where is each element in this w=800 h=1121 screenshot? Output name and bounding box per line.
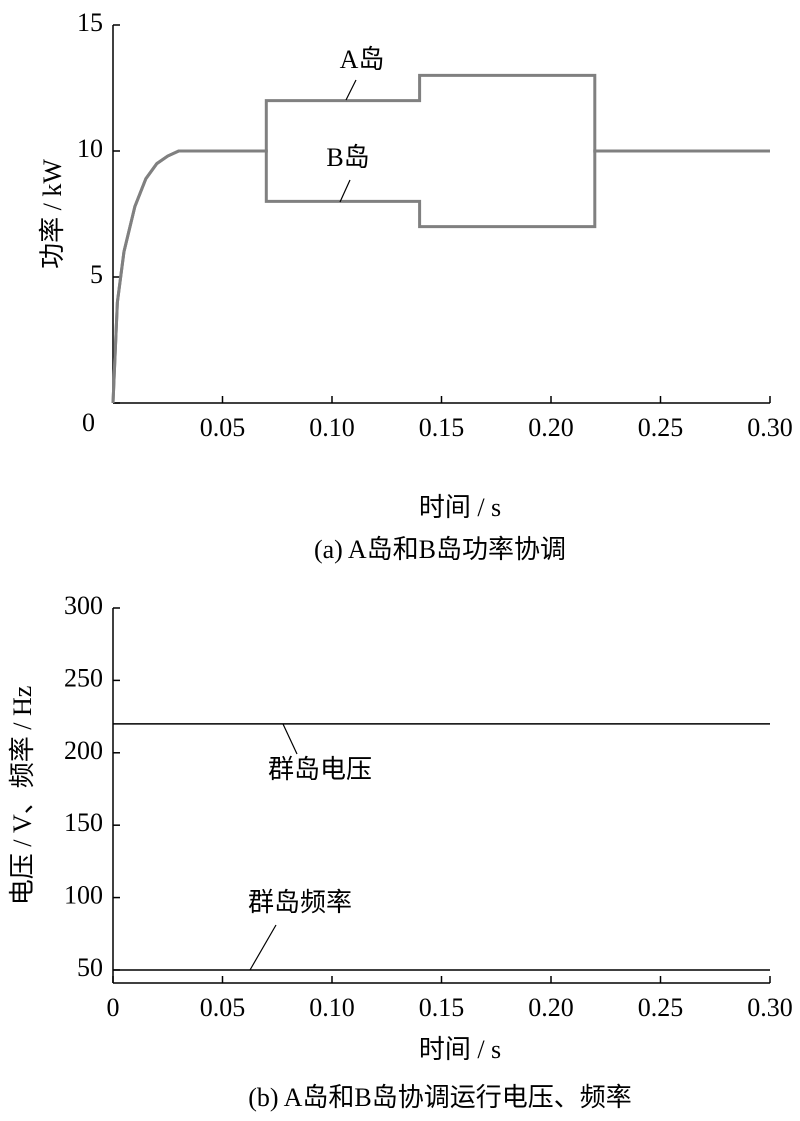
x-tick-label: 0.30 bbox=[747, 993, 793, 1022]
y-axis-label: 功率 / kW bbox=[38, 159, 67, 269]
y-axis-label: 电压 / V、频率 / Hz bbox=[8, 686, 37, 906]
y-tick-label: 100 bbox=[64, 881, 103, 910]
series-label: 群岛电压 bbox=[268, 755, 372, 784]
x-tick-label: 0.05 bbox=[200, 993, 246, 1022]
x-tick-label: 0.15 bbox=[419, 993, 465, 1022]
series-line bbox=[111, 149, 770, 404]
y-tick-label: 50 bbox=[77, 953, 103, 982]
y-tick-label: 150 bbox=[64, 808, 103, 837]
x-axis-label: 时间 / s bbox=[419, 493, 501, 522]
x-tick-label: 0.15 bbox=[419, 413, 465, 442]
label-leader bbox=[249, 924, 277, 971]
label-leader bbox=[282, 723, 298, 755]
y-tick-label: 300 bbox=[64, 591, 103, 620]
label-leader bbox=[345, 79, 357, 101]
x-tick-label: 0 bbox=[107, 993, 120, 1022]
x-tick-label: 0.25 bbox=[638, 413, 684, 442]
caption: (a) A岛和B岛功率协调 bbox=[314, 535, 566, 564]
y-tick-label: 0 bbox=[82, 408, 95, 437]
x-tick-label: 0.10 bbox=[309, 993, 355, 1022]
y-tick-label: 15 bbox=[77, 8, 103, 37]
y-tick-label: 200 bbox=[64, 736, 103, 765]
series-line bbox=[111, 73, 770, 404]
series-label: A岛 bbox=[340, 45, 385, 74]
caption: (b) A岛和B岛协调运行电压、频率 bbox=[248, 1083, 632, 1112]
x-tick-label: 0.20 bbox=[528, 413, 574, 442]
y-tick-label: 10 bbox=[77, 134, 103, 163]
series-label: 群岛频率 bbox=[248, 888, 352, 917]
y-tick-label: 5 bbox=[90, 260, 103, 289]
label-leader bbox=[339, 179, 351, 203]
x-tick-label: 0.10 bbox=[309, 413, 355, 442]
x-tick-label: 0.25 bbox=[638, 993, 684, 1022]
x-tick-label: 0.30 bbox=[747, 413, 793, 442]
x-tick-label: 0.05 bbox=[200, 413, 246, 442]
x-tick-label: 0.20 bbox=[528, 993, 574, 1022]
x-axis-label: 时间 / s bbox=[419, 1035, 501, 1064]
y-tick-label: 250 bbox=[64, 663, 103, 692]
series-label: B岛 bbox=[326, 143, 369, 172]
